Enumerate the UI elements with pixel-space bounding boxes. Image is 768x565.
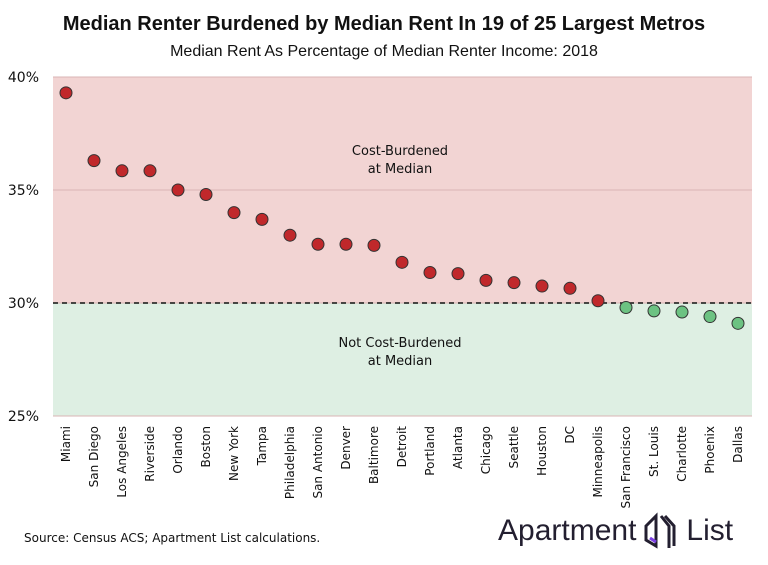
x-tick-label: Baltimore [367,426,381,484]
x-tick-label: Miami [59,426,73,462]
x-tick-label: Charlotte [675,426,689,482]
region-label: Cost-Burdened [352,144,448,159]
not-burdened-region [53,303,752,416]
x-tick-label: Atlanta [451,426,465,469]
apartment-list-logo: Apartment List [498,512,733,550]
x-tick-label: Phoenix [703,426,717,474]
x-tick-label: DC [563,426,577,444]
data-point [703,310,717,324]
data-point [59,86,73,100]
x-tick-label: St. Louis [647,426,661,477]
region-label: Not Cost-Burdened [338,336,461,351]
y-tick-label: 30% [8,296,39,312]
data-point [507,276,521,290]
x-tick-label: New York [227,426,241,481]
x-tick-label: Philadelphia [283,426,297,499]
data-point [143,164,157,178]
data-point [115,164,129,178]
chart-title: Median Renter Burdened by Median Rent In… [62,13,706,35]
data-point [423,265,437,279]
x-tick-label: Denver [339,426,353,470]
logo-house-icon [644,512,676,549]
logo-text-left: Apartment [498,514,637,547]
x-tick-label: Dallas [731,426,745,463]
data-point [395,255,409,269]
x-tick-label: Houston [535,426,549,476]
y-tick-label: 40% [8,70,39,86]
chart-subtitle: Median Rent As Percentage of Median Rent… [170,43,598,60]
x-tick-label: San Antonio [311,426,325,499]
data-point [199,188,213,202]
y-tick-label: 35% [8,183,39,199]
logo-text-right: List [686,514,734,547]
data-point [535,279,549,293]
x-tick-label: Portland [423,426,437,476]
data-point [87,154,101,168]
data-point [227,206,241,220]
x-tick-label: Boston [199,426,213,467]
y-tick-label: 25% [8,409,39,425]
x-tick-label: Riverside [143,426,157,482]
x-tick-label: Orlando [171,426,185,474]
data-point [171,183,185,197]
x-tick-label: San Francisco [619,426,633,508]
data-point [339,237,353,251]
x-tick-label: San Diego [87,426,101,487]
x-tick-label: Detroit [395,426,409,468]
data-point [731,316,745,330]
source-note: Source: Census ACS; Apartment List calcu… [24,531,321,545]
data-point [479,273,493,287]
data-point [591,294,605,308]
data-point [647,304,661,318]
data-point [675,305,689,319]
x-tick-label: Minneapolis [591,426,605,498]
data-point [563,281,577,295]
data-point [451,267,465,281]
region-label: at Median [368,162,432,177]
data-point [283,228,297,242]
x-tick-label: Chicago [479,426,493,474]
data-point [311,237,325,251]
x-tick-label: Seattle [507,426,521,468]
data-point [619,301,633,315]
data-point [367,238,381,252]
region-label: at Median [368,354,432,369]
data-point [255,212,269,226]
x-tick-label: Los Angeles [115,426,129,498]
scatter-chart: 25% 30% 35% 40% Cost-Burdened at Median Not Co… [8,70,752,508]
x-tick-label: Tampa [255,426,269,466]
